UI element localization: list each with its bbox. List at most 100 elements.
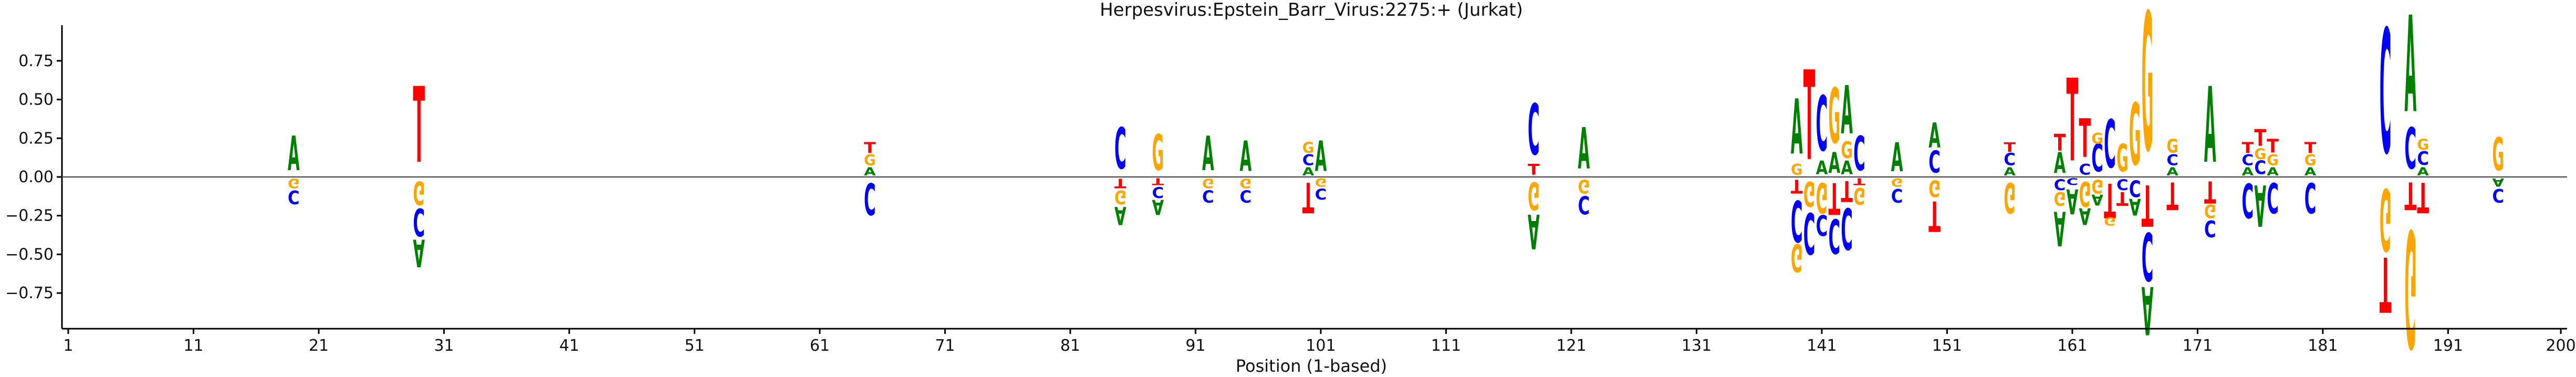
svg-text:A: A: [2004, 165, 2016, 179]
logo-glyph-g: G: [2492, 129, 2504, 182]
logo-glyph-t: T: [2079, 108, 2091, 170]
logo-glyph-c: C: [2004, 150, 2016, 170]
svg-text:C: C: [2054, 175, 2066, 193]
logo-glyph-a: A: [2254, 172, 2266, 238]
x-tick-label: 51: [684, 337, 704, 355]
logo-glyph-a: A: [2054, 201, 2066, 256]
logo-glyph-c: C: [2091, 137, 2103, 181]
logo-glyph-a: A: [1891, 134, 1903, 181]
x-tick-label: 181: [2308, 337, 2338, 355]
svg-text:C: C: [1816, 208, 1828, 241]
logo-glyph-a: A: [2304, 165, 2317, 179]
logo-glyph-c: C: [2204, 215, 2216, 242]
svg-text:T: T: [2254, 125, 2266, 151]
logo-glyph-g: G: [864, 152, 876, 170]
y-tick-label: 0.50: [18, 91, 54, 109]
svg-text:G: G: [2166, 135, 2178, 158]
svg-text:A: A: [2091, 191, 2103, 209]
svg-text:T: T: [1302, 173, 1315, 221]
svg-text:G: G: [2079, 174, 2091, 213]
logo-glyph-c: C: [2417, 148, 2429, 170]
logo-glyph-g: G: [1816, 173, 1828, 222]
logo-glyph-a: A: [1315, 133, 1327, 182]
svg-text:G: G: [288, 175, 300, 191]
svg-text:C: C: [2380, 0, 2392, 193]
svg-text:A: A: [1791, 83, 1803, 172]
svg-text:A: A: [1114, 201, 1127, 229]
logo-glyph-a: A: [2067, 182, 2079, 222]
svg-text:C: C: [2254, 156, 2266, 179]
logo-glyph-c: C: [2304, 173, 2317, 221]
svg-text:A: A: [1315, 133, 1327, 182]
svg-text:C: C: [1302, 152, 1315, 170]
svg-text:T: T: [1828, 173, 1840, 224]
svg-text:T: T: [2104, 173, 2116, 228]
svg-text:G: G: [413, 173, 425, 211]
x-tick-label: 31: [434, 337, 454, 355]
logo-glyph-c: C: [1152, 183, 1164, 201]
logo-glyph-c: C: [1791, 187, 1803, 253]
logo-glyph-g: G: [2079, 174, 2091, 213]
logo-glyph-c: C: [413, 199, 425, 243]
logo-glyph-t: T: [2067, 56, 2079, 187]
logo-glyph-a: A: [1239, 133, 1252, 182]
logo-glyph-c: C: [1528, 89, 1540, 171]
logo-glyphs: AGCTGCAAGTCCTGAGTCAAGCAGCACGTAGCTCGAAGCG…: [288, 0, 2504, 377]
svg-text:C: C: [1891, 184, 1903, 206]
logo-glyph-g: G: [1302, 139, 1315, 157]
logo-glyph-g: G: [1853, 182, 1865, 209]
svg-text:G: G: [2142, 0, 2154, 194]
logo-glyph-c: C: [1302, 152, 1315, 170]
svg-text:C: C: [288, 186, 300, 208]
x-tick-label: 171: [2183, 337, 2213, 355]
svg-text:A: A: [2492, 175, 2504, 188]
svg-text:G: G: [2492, 129, 2504, 182]
logo-glyph-t: T: [2241, 140, 2254, 157]
x-tick-label: 121: [1556, 337, 1586, 355]
svg-text:A: A: [2067, 182, 2079, 222]
logo-glyph-t: T: [2267, 135, 2279, 158]
x-tick-label: 141: [1807, 337, 1837, 355]
y-tick-label: −0.75: [5, 284, 54, 302]
svg-text:C: C: [2091, 137, 2103, 181]
logo-glyph-g: G: [2380, 169, 2392, 268]
logo-glyph-a: A: [1152, 195, 1164, 218]
logo-glyph-g: G: [1239, 175, 1252, 191]
logo-glyph-c: C: [1828, 208, 1840, 263]
svg-text:G: G: [1578, 175, 1590, 197]
logo-glyph-c: C: [1841, 195, 1853, 261]
logo-glyph-g: G: [1578, 175, 1590, 197]
svg-text:C: C: [2267, 173, 2279, 221]
logo-glyph-a: A: [1841, 72, 1853, 149]
logo-glyph-g: G: [2091, 175, 2103, 197]
svg-text:A: A: [2241, 165, 2254, 179]
logo-glyph-g: G: [1841, 137, 1853, 164]
logo-glyph-c: C: [2142, 217, 2154, 295]
x-tick-label: 131: [1682, 337, 1712, 355]
logo-glyph-a: A: [1578, 117, 1590, 183]
logo-glyph-t: T: [864, 140, 877, 157]
logo-glyph-c: C: [2067, 176, 2079, 187]
svg-text:G: G: [1302, 139, 1315, 157]
svg-text:A: A: [2054, 148, 2066, 180]
logo-glyph-c: C: [1578, 190, 1590, 218]
logo-glyph-g: G: [2104, 215, 2116, 228]
svg-text:T: T: [1928, 191, 1941, 239]
logo-glyph-c: C: [2241, 152, 2254, 170]
svg-text:A: A: [2142, 271, 2154, 349]
svg-text:C: C: [1853, 127, 1865, 181]
logo-glyph-c: C: [1202, 186, 1214, 205]
logo-glyph-t: T: [2417, 173, 2429, 221]
logo-glyph-c: C: [1114, 116, 1127, 182]
logo-glyph-t: T: [1114, 176, 1127, 191]
svg-text:T: T: [1114, 176, 1127, 191]
svg-text:G: G: [2116, 136, 2129, 181]
logo-glyph-t: T: [1803, 46, 1816, 188]
logo-glyph-g: G: [2166, 135, 2178, 158]
svg-text:C: C: [1791, 187, 1803, 253]
svg-text:C: C: [1928, 144, 1941, 180]
svg-text:A: A: [1239, 133, 1252, 182]
logo-glyph-a: A: [1202, 126, 1214, 181]
svg-text:T: T: [413, 66, 425, 186]
